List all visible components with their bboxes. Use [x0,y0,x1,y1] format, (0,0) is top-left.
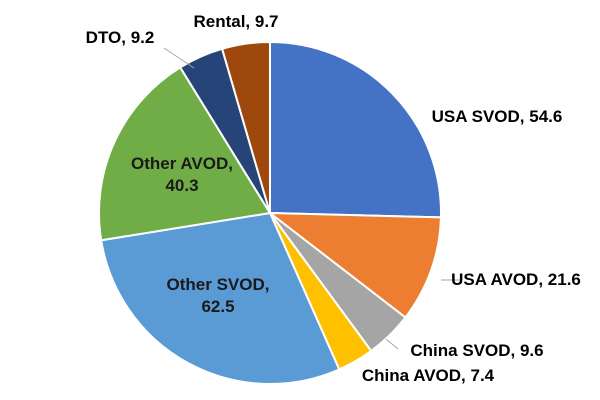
data-label-china-avod: China AVOD, 7.4 [362,366,495,385]
pie-slice-other-svod [100,211,341,385]
data-label-china-svod: China SVOD, 9.6 [410,341,543,360]
leader-line-china-svod [385,338,399,350]
data-label-other-avod: Other AVOD, 40.3 [131,154,233,195]
data-label-other-svod: Other SVOD, 62.5 [167,275,270,316]
leader-line-dto [163,47,195,69]
pie-slice-usa-avod [266,211,442,319]
data-label-usa-avod: USA AVOD, 21.6 [451,270,581,289]
pie-slice-other-avod [98,66,272,242]
data-label-dto: DTO, 9.2 [86,28,155,47]
pie-slice-usa-svod [269,40,442,219]
pie-slice-rental [220,40,271,214]
data-label-rental: Rental, 9.7 [193,12,278,31]
data-label-usa-svod: USA SVOD, 54.6 [432,107,563,126]
